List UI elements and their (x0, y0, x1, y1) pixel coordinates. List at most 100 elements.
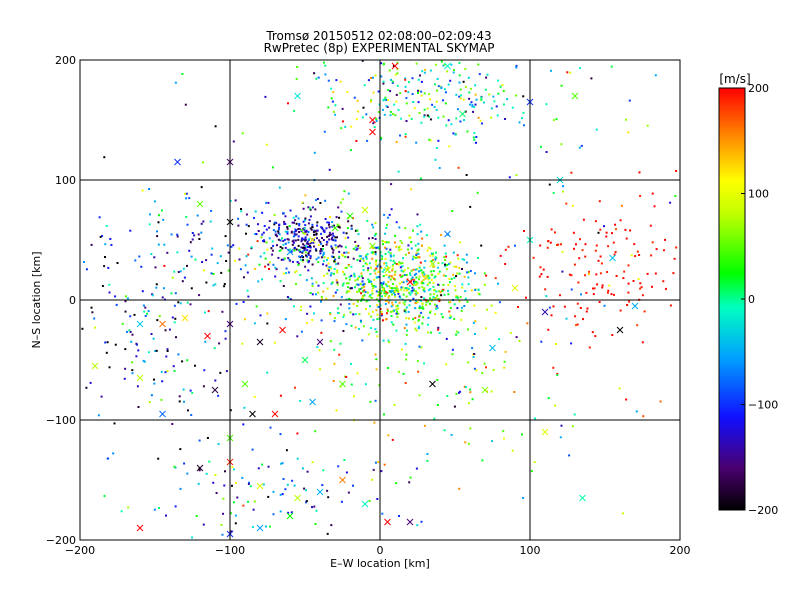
data-point-238 (316, 346, 319, 349)
data-point-1590 (93, 317, 96, 320)
data-point-1465 (559, 294, 561, 297)
data-point-55 (423, 297, 425, 300)
data-point-1355 (434, 63, 437, 66)
data-point-1509 (198, 439, 201, 442)
data-point-1858 (387, 339, 390, 342)
data-point-1550 (153, 378, 155, 381)
data-point-320 (391, 289, 394, 292)
data-point-166 (397, 292, 400, 295)
data-point-1042 (329, 266, 332, 269)
data-point-222 (367, 269, 369, 272)
data-point-1979 (333, 362, 336, 365)
data-point-1403 (563, 305, 566, 308)
data-point-2084 (332, 234, 335, 237)
data-point-283 (418, 265, 421, 268)
data-point-844 (305, 230, 307, 233)
data-point-1119 (382, 80, 385, 83)
data-point-1015 (434, 258, 437, 261)
data-point-2032 (293, 109, 296, 112)
data-point-1231 (380, 75, 383, 78)
data-point-263 (445, 255, 448, 258)
data-point-208 (425, 234, 428, 237)
data-point-790 (283, 220, 286, 223)
data-point-630 (417, 248, 420, 251)
data-point-2092 (279, 280, 282, 283)
data-point-1876 (253, 395, 256, 398)
data-point-757 (306, 233, 309, 236)
data-point-1901 (243, 318, 246, 321)
data-point-128 (421, 274, 424, 277)
data-point-1795 (472, 356, 475, 358)
data-point-41 (330, 267, 333, 270)
data-point-1220 (518, 121, 521, 124)
data-point-1307 (462, 80, 465, 83)
data-point-370 (416, 268, 419, 270)
data-point-613 (396, 310, 399, 313)
data-point-1824 (405, 358, 408, 361)
data-point-1193 (522, 95, 525, 98)
data-point-2038 (202, 220, 205, 223)
data-point-1589 (202, 385, 205, 388)
data-point-1999 (272, 513, 275, 516)
data-point-199 (400, 288, 403, 291)
data-point-1181 (404, 90, 407, 93)
data-point-1434 (627, 282, 630, 285)
data-point-562 (435, 251, 437, 254)
data-point-1741 (321, 484, 324, 487)
data-point-1057 (311, 293, 314, 296)
data-point-555 (438, 270, 441, 273)
data-point-770 (322, 229, 325, 232)
data-point-737 (320, 248, 322, 250)
data-point-2045 (259, 255, 262, 258)
y-tick-label: 100 (55, 174, 76, 187)
data-point-1625 (176, 235, 179, 238)
data-point-1369 (643, 310, 646, 313)
data-point-811 (276, 244, 278, 247)
data-point-1985 (458, 391, 460, 394)
data-point-337 (320, 300, 322, 303)
data-point-1812 (481, 372, 484, 375)
data-point-1428 (542, 268, 545, 271)
data-point-1917 (383, 463, 386, 466)
data-point-1573 (219, 371, 222, 374)
data-point-1677 (166, 251, 169, 254)
data-point-516 (457, 296, 459, 299)
data-point-1462 (525, 296, 527, 299)
data-point-1218 (450, 63, 453, 66)
data-point-1019 (348, 302, 351, 305)
data-point-751 (279, 246, 282, 248)
data-point-1018 (304, 251, 307, 254)
data-point-1786 (314, 523, 317, 525)
data-point-477 (429, 254, 432, 257)
data-point-109 (336, 307, 339, 310)
data-point-920 (322, 254, 324, 257)
data-point-1285 (429, 98, 432, 101)
data-point-783 (270, 247, 273, 250)
data-point-2053 (413, 255, 416, 258)
data-point-1058 (260, 236, 263, 239)
data-point-946 (335, 246, 338, 249)
data-point-949 (247, 225, 250, 228)
data-point-1208 (450, 123, 453, 126)
data-point-687 (330, 245, 333, 248)
data-point-1198 (377, 90, 380, 93)
data-point-1490 (662, 280, 665, 283)
data-point-1383 (628, 300, 631, 303)
data-point-308 (415, 276, 418, 279)
data-point-1484 (601, 286, 604, 289)
data-point-536 (356, 305, 359, 307)
data-point-2126 (445, 124, 448, 127)
data-point-1920 (515, 336, 518, 339)
data-point-1886 (402, 372, 405, 375)
data-point-1908 (352, 217, 354, 220)
data-point-244 (372, 284, 375, 287)
data-point-1877 (490, 390, 493, 393)
data-point-1278 (404, 135, 407, 138)
data-point-1799 (418, 345, 421, 348)
data-point-119 (367, 333, 370, 336)
data-point-994 (338, 244, 341, 247)
data-point-1272 (462, 98, 465, 101)
data-point-469 (358, 313, 361, 316)
data-point-594 (362, 265, 365, 268)
data-point-203 (395, 286, 398, 289)
